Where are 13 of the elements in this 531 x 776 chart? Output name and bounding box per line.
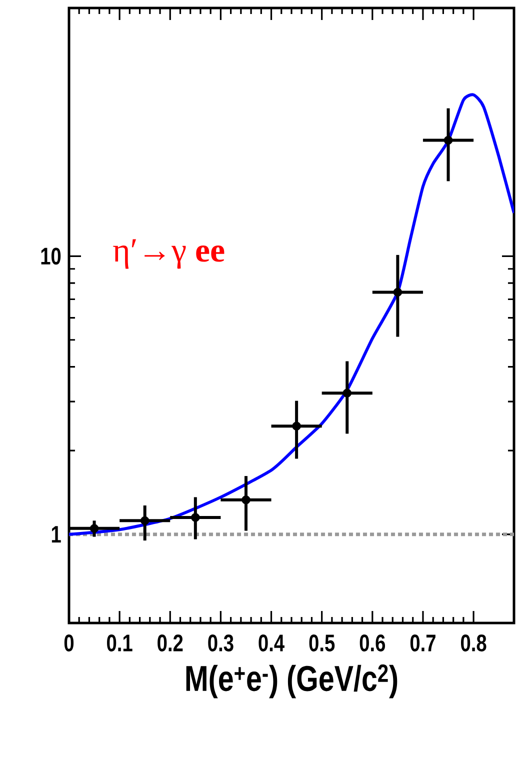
y-tick-label: 10 [41,248,61,265]
y-tick-label: 1 [52,526,61,543]
x-tick-label: 0.8 [460,634,486,652]
x-tick-label: 0 [64,634,74,652]
x-tick-label: 0.1 [107,634,132,652]
x-tick-label: 0.5 [309,634,335,652]
x-tick-label: 0.2 [158,634,183,652]
x-tick-label: 0.3 [208,634,234,652]
x-tick-label: 0.7 [410,634,436,652]
annotation: η′→γ ee [113,239,224,269]
x-tick-label: 0.4 [258,634,284,652]
x-tick-label: 0.6 [360,634,386,652]
x-axis-title: M(e$^{+}$e$^{-}$) (GeV/c$^{2}$) [186,664,398,698]
